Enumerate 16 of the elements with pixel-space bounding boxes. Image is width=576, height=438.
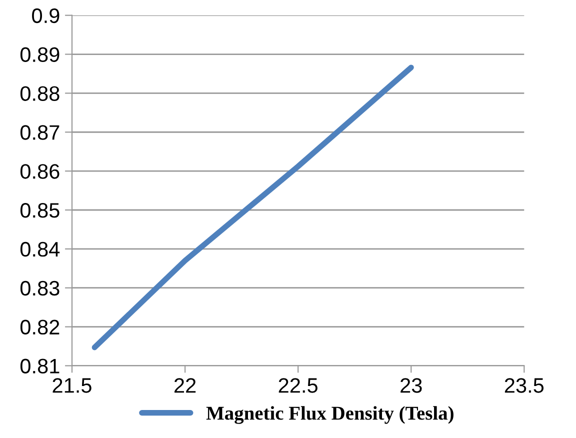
x-tick-label: 22: [174, 378, 196, 393]
y-tick-label: 0.85: [20, 203, 60, 218]
legend-label: Magnetic Flux Density (Tesla): [206, 406, 454, 424]
x-tick-label: 22.5: [278, 378, 318, 393]
y-tick-label: 0.9: [32, 8, 60, 24]
x-tick-label: 21.5: [52, 378, 92, 393]
y-tick-label: 0.82: [20, 320, 60, 335]
x-tick-label: 23.5: [504, 378, 544, 393]
x-tick-label: 23: [400, 378, 422, 393]
y-tick-label: 0.84: [20, 242, 60, 257]
y-tick-label: 0.87: [20, 125, 60, 140]
y-tick-label: 0.81: [20, 358, 60, 374]
y-tick-label: 0.88: [20, 86, 60, 101]
y-tick-label: 0.86: [20, 164, 60, 179]
y-tick-label: 0.89: [20, 47, 60, 62]
y-tick-label: 0.83: [20, 280, 60, 296]
